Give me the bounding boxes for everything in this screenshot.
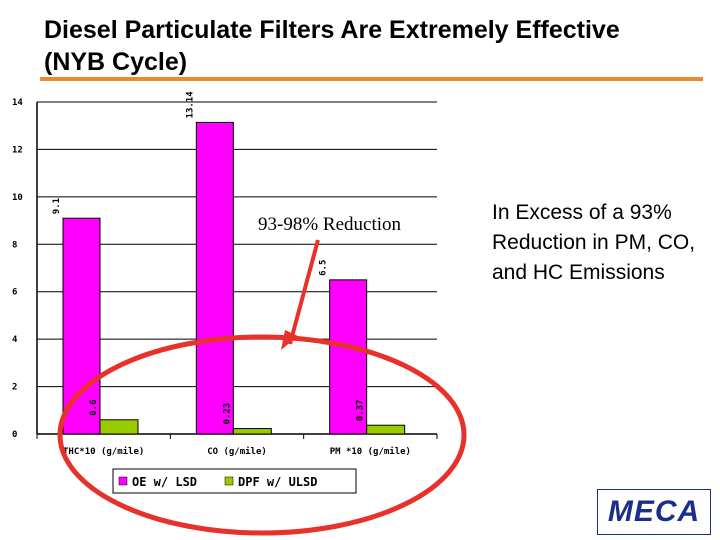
value-label: 6.5 — [319, 260, 329, 276]
y-tick-label: 0 — [12, 430, 17, 440]
legend-box — [112, 468, 357, 494]
legend-swatch — [118, 476, 128, 486]
value-label: 0.6 — [89, 400, 99, 416]
side-note: In Excess of a 93% Reduction in PM, CO, … — [492, 201, 696, 284]
legend-label: OE w/ LSD — [132, 475, 197, 489]
y-tick-label: 14 — [12, 98, 23, 108]
category-label: THC*10 (g/mile) — [63, 446, 144, 457]
value-label: 9.1 — [52, 198, 62, 214]
chart-bars — [62, 121, 406, 435]
chart-gridlines — [37, 101, 437, 388]
chart-labels: 0 2 4 6 8 10 12 14 9.1 13.14 6.5 0.6 0.23 0.37 THC*10 … — [12, 91, 411, 457]
category-label: CO (g/mile) — [207, 446, 267, 457]
value-label: 0.37 — [356, 400, 366, 422]
meca-logo-text: MECA — [607, 495, 701, 528]
bar-dpf-w-ulsd-1 — [99, 419, 139, 435]
highlight-ellipse — [57, 334, 467, 536]
value-label: 13.14 — [185, 91, 195, 119]
bar-oe-w-lsd-1 — [62, 217, 101, 435]
legend-label: DPF w/ ULSD — [238, 475, 317, 489]
slide-title: Diesel Particulate Filters Are Extremely… — [44, 16, 620, 76]
y-tick-label: 12 — [12, 145, 23, 155]
bar-oe-w-lsd-3 — [329, 279, 368, 435]
y-tick-label: 8 — [12, 240, 17, 250]
bar-dpf-w-ulsd-3 — [366, 424, 406, 435]
legend-swatch — [224, 476, 234, 486]
y-tick-label: 2 — [12, 383, 17, 393]
bar-oe-w-lsd-2 — [195, 121, 234, 435]
title-underline — [40, 77, 703, 81]
category-label: PM *10 (g/mile) — [330, 446, 411, 457]
y-tick-label: 10 — [12, 193, 23, 203]
y-tick-label: 4 — [12, 335, 18, 345]
chart-overlay: 93-98% Reduction — [57, 214, 467, 536]
meca-logo: MECA — [597, 489, 711, 535]
callout-arrow — [288, 239, 320, 345]
y-tick-label: 6 — [12, 288, 17, 298]
value-label: 0.23 — [222, 403, 232, 425]
chart-legend: OE w/ LSD DPF w/ ULSD — [112, 468, 357, 494]
reduction-callout: 93-98% Reduction — [258, 214, 402, 235]
bar-dpf-w-ulsd-2 — [232, 428, 272, 435]
